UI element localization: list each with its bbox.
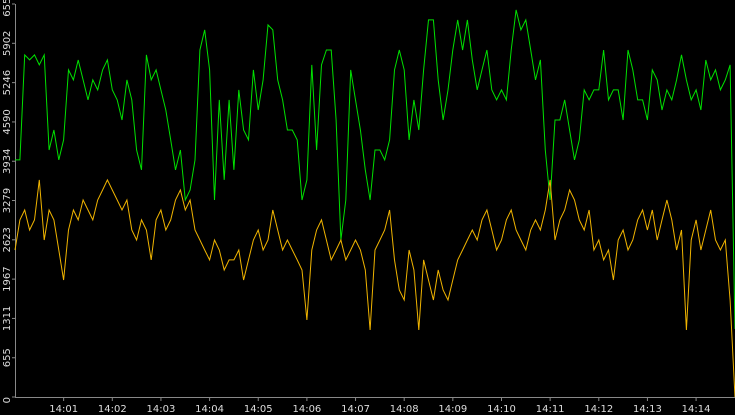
- y-tick-label: 3934: [2, 149, 13, 174]
- y-tick-label: 4590: [2, 109, 13, 134]
- y-tick-label: 2623: [2, 227, 13, 252]
- x-tick-label: 14:09: [438, 404, 467, 415]
- y-tick-label: 655: [2, 348, 13, 367]
- x-tick-label: 14:02: [98, 404, 127, 415]
- x-tick-label: 14:01: [49, 404, 78, 415]
- x-tick-label: 14:13: [633, 404, 662, 415]
- y-tick-label: 6558: [2, 0, 13, 17]
- x-tick-label: 14:04: [195, 404, 224, 415]
- x-tick-label: 14:12: [584, 404, 613, 415]
- x-tick-label: 14:05: [244, 404, 273, 415]
- y-tick-label: 5902: [2, 31, 13, 56]
- series-line: [15, 9, 735, 330]
- x-tick-label: 14:03: [147, 404, 176, 415]
- y-tick-label: 3279: [2, 188, 13, 213]
- x-tick-label: 14:06: [292, 404, 321, 415]
- y-tick-label: 1967: [2, 266, 13, 291]
- x-tick-label: 14:14: [682, 404, 711, 415]
- y-tick-label: 1311: [2, 306, 13, 331]
- y-tick-label: 0: [2, 397, 13, 403]
- x-tick-label: 14:07: [341, 404, 370, 415]
- x-tick-label: 14:10: [487, 404, 516, 415]
- y-tick-label: 5246: [2, 70, 13, 95]
- x-tick-label: 14:11: [536, 404, 565, 415]
- x-tick-label: 14:08: [390, 404, 419, 415]
- series-line: [14, 178, 735, 398]
